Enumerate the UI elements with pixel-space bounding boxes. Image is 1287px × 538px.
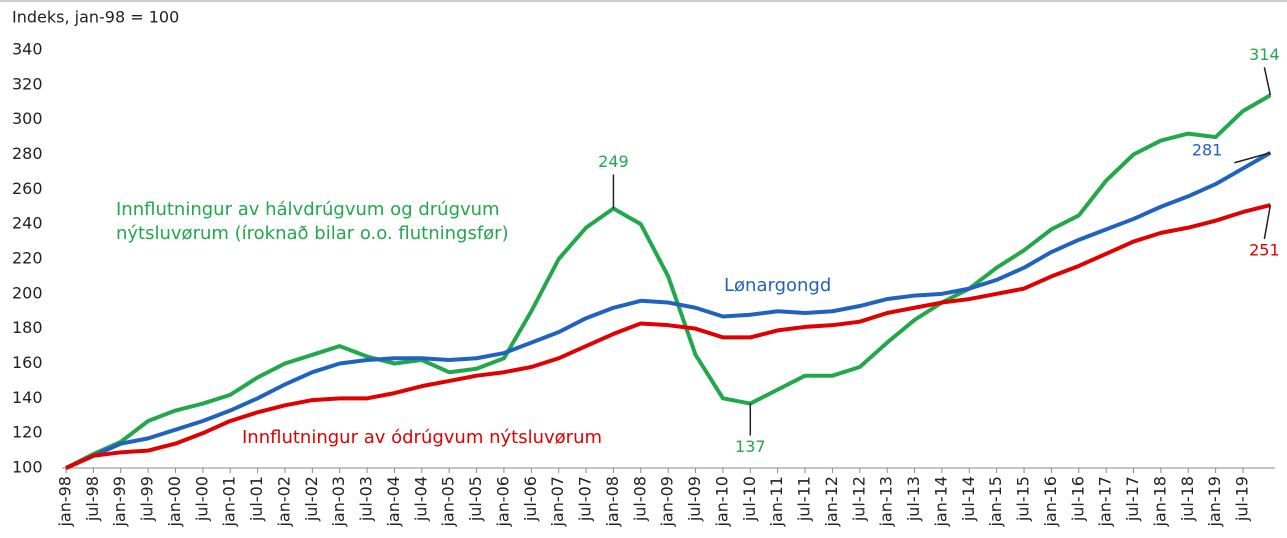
y-tick-label: 320: [12, 74, 43, 93]
series-line: [65, 151, 1272, 470]
x-tick-label: jan-16: [1041, 476, 1060, 528]
x-tick-label: jul-01: [247, 476, 266, 522]
x-tick-label: jan-10: [712, 476, 731, 528]
x-tick-label: jul-13: [904, 476, 923, 522]
y-tick-label: 240: [12, 214, 43, 233]
x-tick-label: jul-19: [1233, 476, 1252, 522]
x-tick-label: jul-06: [521, 476, 540, 522]
x-tick-label: jul-98: [83, 476, 102, 522]
x-tick-label: jul-17: [1123, 476, 1142, 522]
x-tick-label: jul-03: [357, 476, 376, 522]
x-tick-label: jan-00: [165, 476, 184, 528]
x-tick-label: jan-98: [56, 476, 75, 528]
leader-line: [1263, 204, 1272, 240]
y-tick-label: 180: [12, 318, 43, 337]
x-tick-label: jul-14: [959, 476, 978, 522]
y-tick-label: 340: [12, 40, 43, 59]
series-line: [65, 203, 1271, 470]
x-tick-label: jul-99: [138, 476, 157, 522]
x-tick-label: jan-11: [767, 476, 786, 528]
x-tick-label: jul-11: [795, 476, 814, 522]
data-label: 281: [1192, 140, 1223, 159]
series-label: Lønargongd: [724, 275, 832, 296]
y-tick-label: 260: [12, 179, 43, 198]
x-tick-label: jan-06: [493, 476, 512, 528]
y-tick-label: 160: [12, 353, 43, 372]
x-tick-label: jan-04: [384, 476, 403, 528]
x-tick-label: jul-00: [192, 476, 211, 522]
data-label: 314: [1249, 45, 1280, 64]
y-tick-label: 120: [12, 423, 43, 442]
x-tick-label: jan-05: [439, 476, 458, 528]
x-tick-label: jan-09: [658, 476, 677, 528]
x-tick-label: jul-02: [302, 476, 321, 522]
x-tick-label: jan-07: [548, 476, 567, 528]
y-tick-label: 300: [12, 109, 43, 128]
leader-line: [1263, 67, 1272, 96]
y-tick-label: 280: [12, 144, 43, 163]
x-tick-label: jan-02: [274, 476, 293, 528]
data-label: 251: [1249, 241, 1280, 260]
y-tick-label: 220: [12, 249, 43, 268]
leader-line: [1234, 152, 1271, 164]
x-tick-label: jan-99: [110, 476, 129, 528]
x-tick-label: jan-15: [986, 476, 1005, 528]
x-tick-label: jan-08: [603, 476, 622, 528]
y-tick-label: 200: [12, 283, 43, 302]
x-tick-label: jul-16: [1068, 476, 1087, 522]
y-tick-label: 140: [12, 388, 43, 407]
series-label: Innflutningur av hálvdrúgvum og drúgvum …: [116, 199, 509, 244]
x-tick-label: jul-08: [630, 476, 649, 522]
x-tick-label: jul-07: [576, 476, 595, 522]
x-tick-label: jul-18: [1178, 476, 1197, 522]
y-tick-label: 100: [12, 458, 43, 477]
x-tick-label: jul-10: [740, 476, 759, 522]
x-tick-label: jul-05: [466, 476, 485, 522]
x-tick-label: jan-18: [1150, 476, 1169, 528]
data-label: 137: [735, 437, 766, 456]
series-line: [65, 93, 1272, 470]
x-tick-label: jul-04: [411, 476, 430, 522]
x-tick-label: jan-17: [1096, 476, 1115, 528]
x-tick-label: jul-09: [685, 476, 704, 522]
x-tick-label: jan-13: [877, 476, 896, 528]
data-label: 249: [598, 152, 629, 171]
x-tick-label: jan-03: [329, 476, 348, 528]
x-tick-label: jul-12: [849, 476, 868, 522]
series-label: Innflutningur av ódrúgvum nýtsluvørum: [242, 427, 603, 448]
x-tick-label: jul-15: [1014, 476, 1033, 522]
x-tick-label: jan-19: [1205, 476, 1224, 528]
x-tick-label: jan-01: [220, 476, 239, 528]
y-axis-label: Indeks, jan-98 = 100: [12, 8, 179, 27]
x-tick-label: jan-14: [931, 476, 950, 528]
x-tick-label: jan-12: [822, 476, 841, 528]
